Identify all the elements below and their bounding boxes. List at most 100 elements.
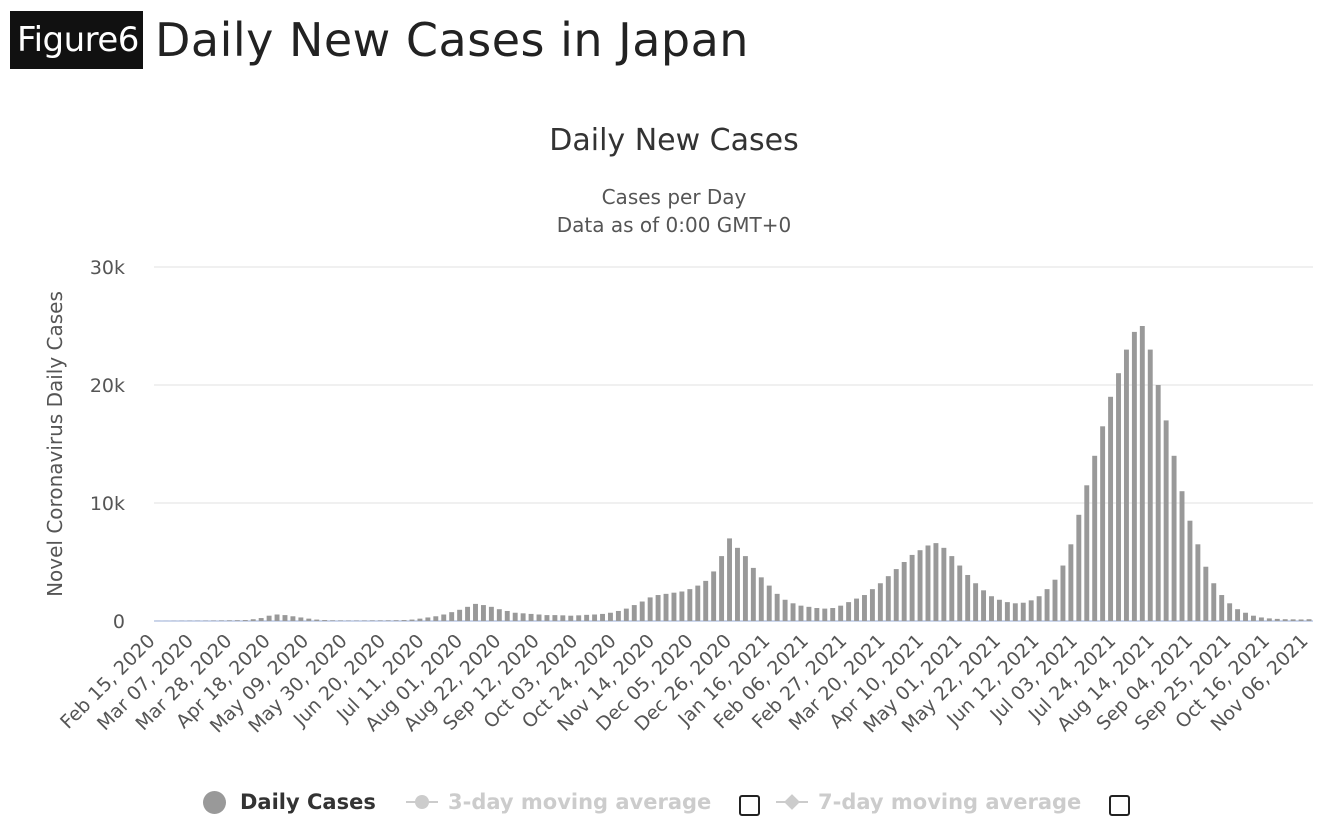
bar[interactable] <box>1274 618 1280 621</box>
bar[interactable] <box>782 599 788 621</box>
bar[interactable] <box>742 556 748 621</box>
bar[interactable] <box>838 605 844 621</box>
bar[interactable] <box>854 598 859 621</box>
bar[interactable] <box>703 580 709 621</box>
legend-item-7day-average[interactable]: 7-day moving average <box>776 786 1081 818</box>
bar[interactable] <box>592 614 598 621</box>
bar[interactable] <box>1020 602 1026 621</box>
bar[interactable] <box>790 603 796 621</box>
bar[interactable] <box>1219 595 1225 621</box>
bar[interactable] <box>965 574 971 621</box>
bar[interactable] <box>679 591 685 622</box>
bar[interactable] <box>1179 491 1185 621</box>
bar[interactable] <box>560 615 566 621</box>
bar[interactable] <box>314 619 320 621</box>
bar-series-daily-cases[interactable] <box>155 326 1312 622</box>
bar[interactable] <box>1123 349 1129 621</box>
bar[interactable] <box>814 608 820 621</box>
bar[interactable] <box>1131 331 1137 621</box>
bar[interactable] <box>520 613 526 621</box>
legend-item-3day-average[interactable]: 3-day moving average <box>406 786 711 818</box>
bar[interactable] <box>1076 514 1082 621</box>
bar[interactable] <box>1068 544 1074 621</box>
bar[interactable] <box>600 613 605 621</box>
bar[interactable] <box>798 605 804 621</box>
bar[interactable] <box>735 547 740 621</box>
bar[interactable] <box>1036 596 1042 621</box>
bar[interactable] <box>274 614 280 621</box>
bar[interactable] <box>536 614 542 621</box>
bar[interactable] <box>322 620 328 621</box>
bar[interactable] <box>584 614 590 621</box>
bar[interactable] <box>1298 619 1304 621</box>
bar[interactable] <box>1290 619 1296 621</box>
bar[interactable] <box>393 620 399 621</box>
bar[interactable] <box>949 556 955 621</box>
bar[interactable] <box>1258 617 1264 621</box>
bar[interactable] <box>1060 565 1066 621</box>
bar[interactable] <box>330 620 336 621</box>
bar[interactable] <box>623 608 629 621</box>
bar[interactable] <box>1243 612 1248 621</box>
bar[interactable] <box>973 583 979 621</box>
bar[interactable] <box>512 612 518 621</box>
bar[interactable] <box>711 571 717 621</box>
bar[interactable] <box>981 590 987 621</box>
bar[interactable] <box>996 599 1002 621</box>
bar[interactable] <box>687 589 693 621</box>
bar[interactable] <box>544 615 550 621</box>
bar[interactable] <box>869 589 875 621</box>
bar[interactable] <box>941 547 947 621</box>
bar[interactable] <box>989 596 994 621</box>
bar[interactable] <box>758 577 764 621</box>
bar[interactable] <box>298 617 304 621</box>
bar[interactable] <box>417 618 423 621</box>
bar[interactable] <box>1282 619 1288 621</box>
bar[interactable] <box>1155 385 1161 621</box>
bar[interactable] <box>766 585 772 621</box>
bar[interactable] <box>615 610 621 621</box>
bar[interactable] <box>385 620 391 621</box>
bar[interactable] <box>488 606 494 621</box>
bar[interactable] <box>234 620 240 621</box>
bar[interactable] <box>917 550 923 621</box>
bar[interactable] <box>425 617 431 621</box>
bar[interactable] <box>1052 579 1058 621</box>
bar[interactable] <box>909 554 915 621</box>
bar[interactable] <box>377 620 383 621</box>
bar[interactable] <box>1139 326 1145 621</box>
bar[interactable] <box>1084 485 1090 621</box>
bar[interactable] <box>473 603 478 621</box>
bar[interactable] <box>226 620 232 621</box>
bar[interactable] <box>806 606 812 621</box>
bar[interactable] <box>663 593 669 621</box>
bar[interactable] <box>1012 603 1018 621</box>
bar[interactable] <box>695 585 701 621</box>
bar[interactable] <box>877 583 883 621</box>
bar[interactable] <box>671 592 677 621</box>
bar[interactable] <box>1116 373 1121 621</box>
bar[interactable] <box>496 609 502 621</box>
bar[interactable] <box>266 615 272 621</box>
bar[interactable] <box>552 615 558 621</box>
bar[interactable] <box>846 602 852 621</box>
bar[interactable] <box>647 597 653 621</box>
bar[interactable] <box>1028 600 1034 621</box>
bar[interactable] <box>401 620 407 621</box>
bar[interactable] <box>1251 615 1256 621</box>
bar[interactable] <box>750 567 756 621</box>
bar[interactable] <box>1044 589 1050 621</box>
bar[interactable] <box>1004 602 1010 621</box>
legend-item-daily-cases[interactable]: Daily Cases <box>203 786 376 818</box>
bar[interactable] <box>719 556 725 621</box>
bar[interactable] <box>957 565 963 621</box>
bar[interactable] <box>504 610 510 621</box>
bar[interactable] <box>639 601 645 621</box>
bar[interactable] <box>433 616 439 621</box>
bar[interactable] <box>1187 520 1193 621</box>
bar[interactable] <box>242 620 248 621</box>
bar[interactable] <box>1306 619 1312 621</box>
bar[interactable] <box>1171 455 1177 621</box>
bar[interactable] <box>1163 420 1169 621</box>
bar[interactable] <box>830 608 836 621</box>
